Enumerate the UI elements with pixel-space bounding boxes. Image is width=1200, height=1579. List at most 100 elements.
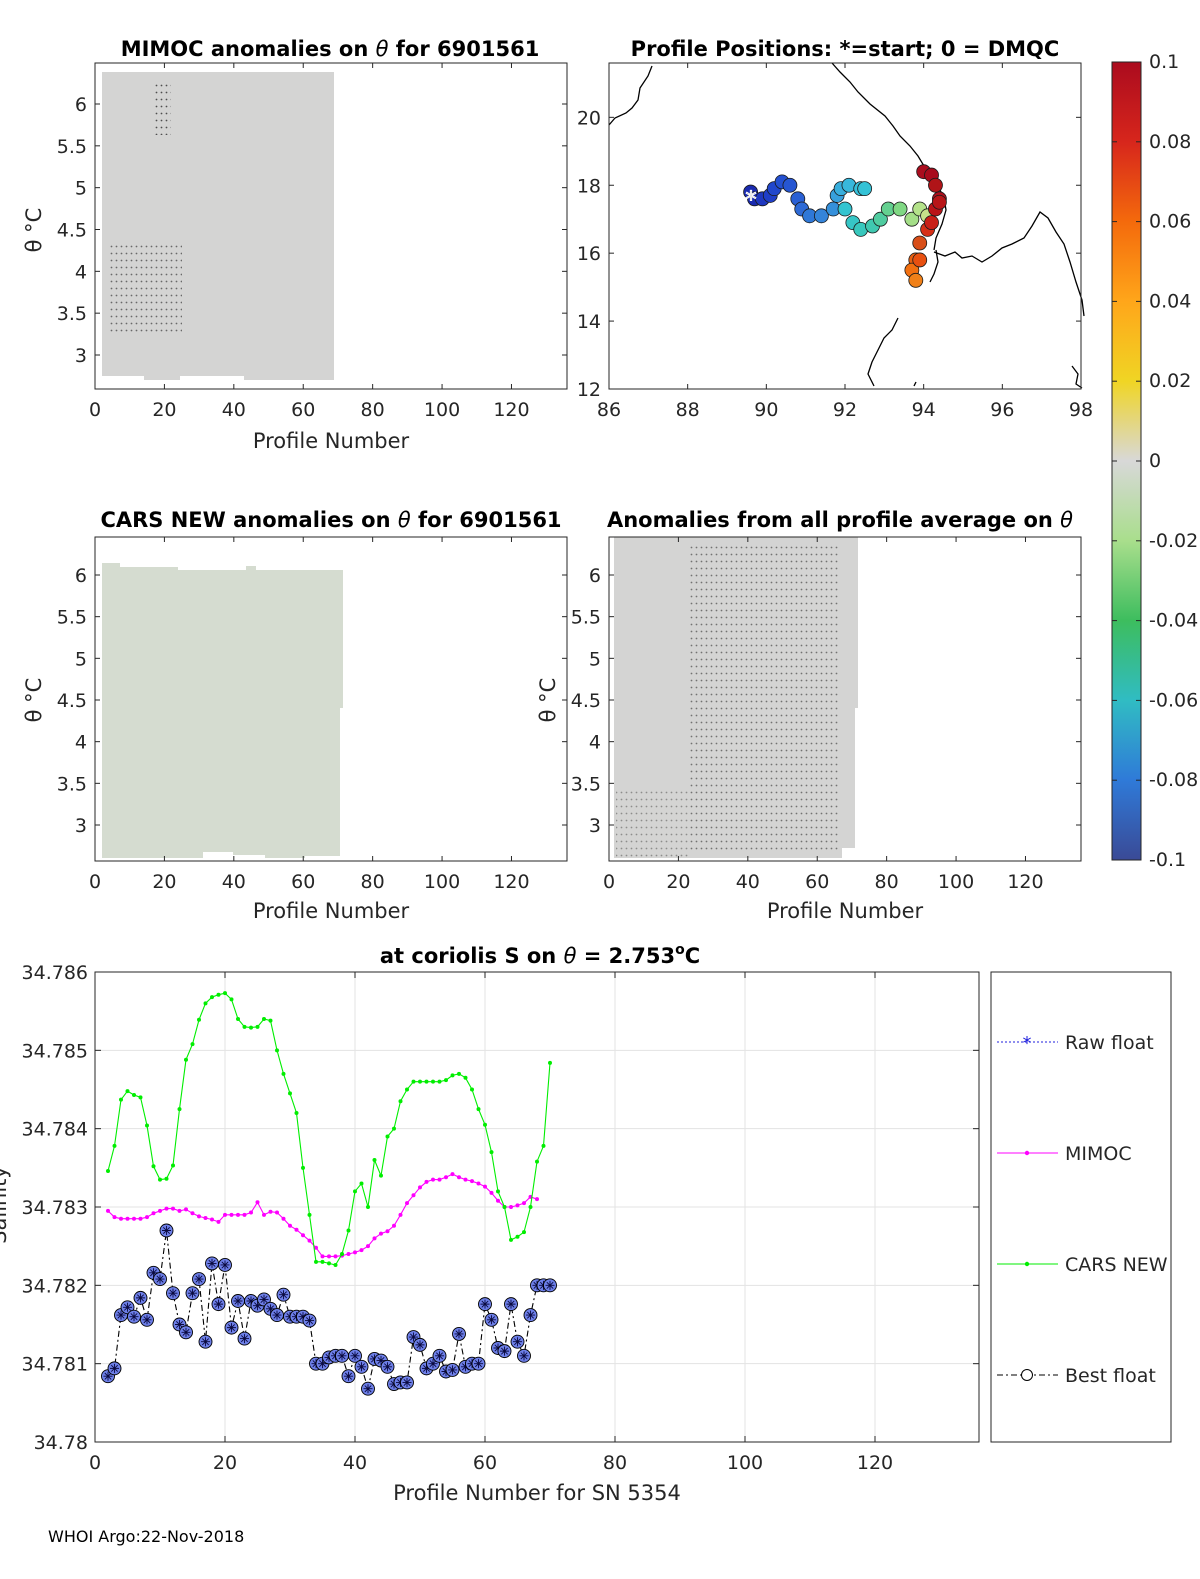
colorbar-tick-label: 0.1 [1149,51,1179,73]
x-tick-label: 86 [597,399,621,421]
best-float-point [224,1320,239,1335]
x-tick-label: 100 [424,871,460,893]
y-tick-label: 4 [75,261,87,283]
panel-3-y-label: θ °C [22,678,46,723]
mimoc-point [535,1197,539,1202]
panel-2-title: Profile Positions: *=start; 0 = DMQC [631,37,1060,61]
mimoc-point [333,1254,338,1259]
mimoc-point [437,1177,442,1182]
y-tick-label: 20 [577,107,601,129]
best-float-point [361,1381,375,1396]
colorbar-tick-label: 0.06 [1149,211,1191,233]
x-tick-label: 60 [291,399,315,421]
legend-label: Raw float [1065,1032,1154,1054]
x-tick-label: 60 [805,871,829,893]
mimoc-point [379,1231,383,1236]
cars-new-point [138,1095,143,1100]
legend-label: CARS NEW [1065,1254,1168,1276]
best-float-point [231,1294,245,1308]
cars-new-point [450,1073,455,1078]
panel-profile-positions: Profile Positions: *=start; 0 = DMQC * 8… [577,37,1093,421]
cars-new-point [249,1025,253,1030]
cars-new-point [197,1017,201,1022]
x-tick-label: 120 [493,399,529,421]
colorbar-tick-label: -0.1 [1149,849,1186,871]
x-tick-label: 80 [361,871,385,893]
colorbar-tick-label: 0 [1149,450,1161,472]
profile-position-marker [928,177,943,193]
float-track [743,164,947,288]
x-tick-label: 80 [875,871,899,893]
best-float-point [348,1348,362,1363]
y-tick-label: 6 [75,94,87,116]
mimoc-point [164,1206,169,1211]
profile-position-marker [932,194,947,210]
profile-position-marker [857,181,873,197]
panel-salinity-chart: at coriolis S on θ = 2.753oC 0 20 40 60 80 10… [0,942,1172,1505]
y-tick-label: 34.783 [22,1197,88,1219]
mimoc-point [197,1214,201,1219]
y-tick-label: 3 [589,815,601,837]
best-float-point [354,1359,369,1374]
cars-new-point [203,1001,208,1006]
x-tick-label: 98 [1069,399,1093,421]
mimoc-point [177,1208,182,1213]
legend-item-mimoc: MIMOC [997,1143,1132,1165]
mimoc-point [476,1181,481,1186]
chart-grid [94,971,979,1443]
cars-new-point [496,1189,500,1194]
mimoc-point [268,1209,273,1214]
panel-4-x-ticks: 0 20 40 60 80 100 120 [603,537,1044,893]
cars-new-point [268,1018,273,1023]
mimoc-point [138,1216,143,1221]
footer-stamp: WHOI Argo:22-Nov-2018 [48,1527,245,1546]
profile-position-marker [873,211,888,227]
best-float-point [205,1256,219,1271]
mimoc-point [184,1207,188,1212]
cars-new-point [171,1163,175,1168]
legend-item-raw-float: * Raw float [997,1032,1154,1054]
mimoc-point [457,1175,461,1180]
mimoc-point [210,1217,214,1222]
mimoc-point [203,1215,208,1220]
x-tick-label: 20 [152,399,176,421]
chart-x-label: Profile Number for SN 5354 [393,1481,681,1505]
mimoc-point [405,1201,409,1206]
cars-new-point [262,1017,266,1021]
colorbar-tick-label: 0.08 [1149,131,1191,153]
best-float-point [380,1359,395,1374]
x-tick-label: 120 [493,871,529,893]
panel-4-y-label: θ °C [536,678,560,723]
cars-new-point [346,1228,351,1233]
x-tick-label: 60 [473,1452,497,1474]
best-float-point [400,1375,414,1390]
best-float-point [153,1272,167,1287]
mimoc-point [450,1172,455,1177]
y-tick-label: 4.5 [57,220,87,242]
best-float-point [413,1337,427,1352]
mimoc-point [125,1216,130,1221]
panel-3-y-ticks: 6 5.5 5 4.5 4 3.5 3 [57,565,567,837]
panel-1-x-ticks: 0 20 40 60 80 100 120 [89,63,530,421]
cars-new-point [411,1079,416,1084]
mimoc-point [190,1211,195,1216]
legend-item-cars-new: CARS NEW [997,1254,1168,1276]
x-tick-label: 0 [89,871,101,893]
panel-1-x-label: Profile Number [253,429,410,453]
colorbar-tick-label: -0.04 [1149,610,1198,632]
mimoc-point [106,1208,110,1213]
mimoc-point [262,1212,266,1217]
profile-position-marker [782,177,798,193]
cars-new-point [158,1177,162,1182]
x-tick-label: 60 [291,871,315,893]
mimoc-line [107,1173,538,1257]
y-tick-label: 34.78 [34,1432,88,1454]
cars-new-point [340,1252,344,1256]
x-tick-label: 92 [833,399,857,421]
x-tick-label: 0 [603,871,615,893]
asterisk-icon: * [1023,1033,1032,1054]
y-tick-label: 5.5 [57,136,87,158]
chart-title: at coriolis S on θ = 2.753oC [380,942,700,968]
best-float-point [471,1356,486,1371]
best-float-point [270,1308,284,1323]
